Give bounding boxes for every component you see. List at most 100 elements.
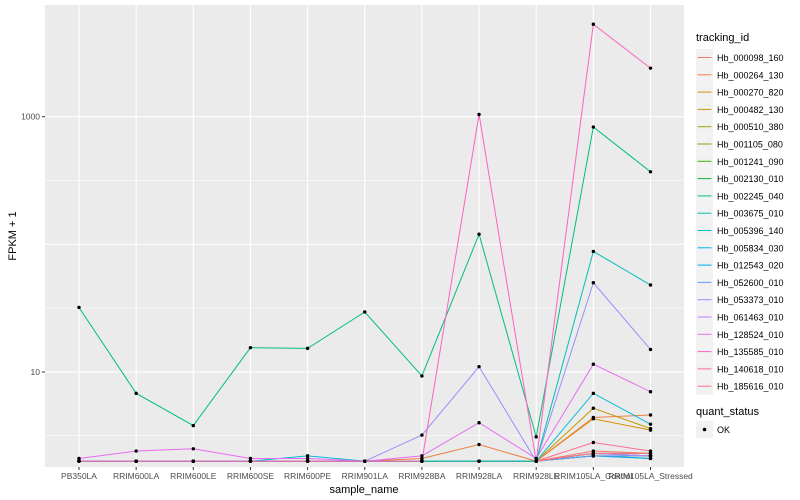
data-point (591, 22, 596, 26)
data-point (420, 374, 424, 378)
data-point (591, 391, 596, 396)
legend-label: OK (717, 425, 730, 435)
x-tick-label: RRIM928BA (398, 471, 446, 481)
data-point (591, 406, 596, 410)
legend-label: Hb_000264_130 (717, 70, 784, 80)
data-point (305, 346, 310, 351)
legend-item: Hb_001241_090 (696, 152, 784, 170)
data-point (648, 454, 653, 458)
data-point (305, 454, 310, 458)
data-point (420, 454, 424, 458)
legend-item: Hb_052600_010 (696, 273, 784, 291)
legend-item: Hb_135585_010 (696, 343, 784, 361)
data-point (648, 413, 653, 417)
legend-item: Hb_002245_040 (696, 187, 784, 205)
legend-label: Hb_000098_160 (717, 53, 784, 63)
data-point (591, 362, 596, 366)
data-point (305, 459, 310, 463)
legend-label: Hb_005834_030 (717, 243, 784, 253)
legend-item: Hb_005396_140 (696, 222, 784, 239)
data-point (591, 454, 596, 458)
data-point (648, 390, 653, 394)
color-legend-title: tracking_id (696, 32, 749, 44)
legend-label: Hb_000510_380 (717, 122, 784, 132)
data-point (648, 66, 653, 70)
x-axis: PB350LA RRIM600LA RRIM600LE RRIM600SE RRIM60… (61, 467, 693, 481)
y-axis-title: FPKM + 1 (7, 211, 19, 260)
legend-label: Hb_185616_010 (717, 382, 784, 392)
legend-label: Hb_000482_130 (717, 105, 784, 115)
data-point (77, 305, 81, 310)
data-point (648, 283, 653, 287)
y-tick-label: 10 (31, 367, 41, 377)
data-point (191, 423, 195, 428)
data-point (248, 456, 253, 461)
legend-item: Hb_012543_020 (696, 256, 784, 274)
legend-label: Hb_000270_820 (717, 88, 784, 98)
x-tick-label: PB350LA (61, 471, 97, 481)
x-tick-label: RRIM600PE (284, 471, 332, 481)
series-points (77, 22, 653, 463)
legend-label: Hb_052600_010 (717, 278, 784, 288)
x-tick-label: RRIM105LA_Stressed (608, 471, 693, 481)
data-point (648, 451, 653, 456)
data-point (77, 459, 81, 463)
shape-legend-entries: OK (696, 421, 730, 438)
data-point (477, 442, 481, 447)
data-point (648, 347, 653, 352)
data-point (648, 422, 653, 426)
data-point (248, 459, 253, 463)
legend-item: Hb_000098_160 (696, 49, 784, 66)
legend-item: Hb_061463_010 (696, 308, 784, 326)
data-point (477, 421, 481, 425)
data-point (648, 170, 653, 174)
legend-item: Hb_053373_010 (696, 291, 784, 309)
data-point (420, 459, 424, 463)
data-point (363, 310, 367, 314)
data-point (648, 449, 653, 453)
x-axis-title: sample_name (329, 484, 398, 496)
data-point (134, 449, 138, 453)
color-legend-entries: Hb_000098_160 Hb_000264_130 Hb_000270_820 H… (696, 49, 784, 395)
x-tick-label: RRIM928LA (456, 471, 503, 481)
legend-label: Hb_001105_080 (717, 140, 783, 150)
legend-label: Hb_002130_010 (717, 174, 784, 184)
legend-label: Hb_002245_040 (717, 191, 784, 201)
data-point (591, 125, 596, 129)
y-axis: 10 1000 (21, 112, 45, 377)
data-point (248, 345, 253, 350)
legend-label: Hb_001241_090 (717, 157, 784, 167)
legend-label: Hb_128524_010 (717, 330, 784, 340)
data-point (477, 364, 481, 369)
data-point (591, 451, 596, 456)
legend-item: Hb_001105_080 (696, 135, 783, 153)
legend-item: Hb_000482_130 (696, 100, 784, 118)
legend-label: Hb_061463_010 (717, 313, 784, 323)
data-point (648, 426, 653, 431)
data-point (363, 459, 367, 463)
data-point (77, 456, 81, 461)
legend-item: Hb_128524_010 (696, 325, 784, 343)
legend-label: Hb_003675_010 (717, 209, 784, 219)
data-point (591, 281, 596, 285)
data-point (134, 459, 138, 463)
data-point (534, 459, 538, 463)
data-point (477, 232, 481, 236)
data-point (477, 459, 481, 463)
legend-label: Hb_140618_010 (717, 364, 784, 374)
legend-item: Hb_002130_010 (696, 170, 784, 188)
x-tick-label: RRIM105LA_Control (554, 471, 633, 481)
data-point (591, 249, 596, 254)
data-point (134, 391, 138, 396)
legend-item: Hb_140618_010 (696, 360, 784, 378)
data-point (591, 449, 596, 453)
data-point (420, 456, 424, 461)
legend-item: Hb_000264_130 (696, 66, 784, 84)
y-tick-label: 1000 (21, 112, 40, 122)
legend-label: Hb_135585_010 (717, 347, 784, 357)
data-point (191, 459, 195, 463)
legend-label: Hb_005396_140 (717, 226, 784, 236)
data-point (591, 440, 596, 445)
legend-label: Hb_053373_010 (717, 295, 784, 305)
